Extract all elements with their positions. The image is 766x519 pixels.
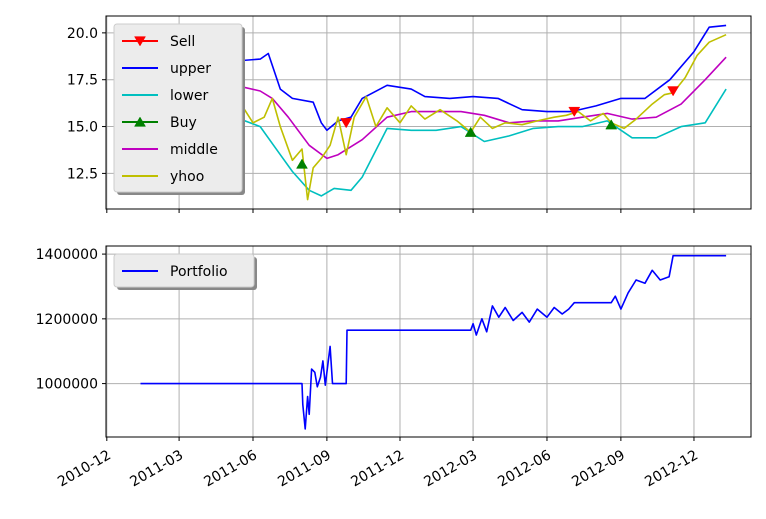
x-tick-label: 2011-03 xyxy=(127,447,186,490)
marker-buy xyxy=(296,158,308,169)
legend-box xyxy=(113,253,255,288)
legend: Portfolio xyxy=(113,253,257,290)
legend-label-sell: Sell xyxy=(170,34,195,50)
legend: Sell upper lower Buy middle yhoo xyxy=(113,23,245,195)
y-tick-label: 17.5 xyxy=(67,73,98,89)
y-tick-label: 1400000 xyxy=(36,247,98,263)
x-tick-label: 2012-06 xyxy=(495,447,554,490)
x-tick-label: 2011-06 xyxy=(201,447,260,490)
series-line-Portfolio xyxy=(140,254,727,430)
marker-sell xyxy=(667,86,680,97)
legend-marker-buy xyxy=(134,116,146,127)
legend-label-portfolio: Portfolio xyxy=(170,264,228,280)
panel-bollinger: 12.5 15.0 17.5 20.0 Sell upper lower Buy middle y… xyxy=(67,15,752,213)
x-tick-label: 2012-12 xyxy=(642,447,701,490)
plot-area xyxy=(140,24,727,201)
y-tick-label: 15.0 xyxy=(67,120,98,136)
axes-frame xyxy=(105,245,752,438)
x-tick-label: 2011-12 xyxy=(348,447,407,490)
series-line-yhoo xyxy=(140,33,727,201)
legend-label-buy: Buy xyxy=(170,115,197,131)
y-tick-label: 1000000 xyxy=(36,377,98,393)
legend-label-yhoo: yhoo xyxy=(170,169,204,185)
marker-sell xyxy=(340,118,353,129)
y-tick-label: 12.5 xyxy=(67,166,98,182)
x-tick-label: 2012-03 xyxy=(421,447,480,490)
y-tick-label: 20.0 xyxy=(67,26,98,42)
marker-buy xyxy=(605,119,618,130)
legend-label-lower: lower xyxy=(170,88,209,104)
plot-area xyxy=(140,254,727,430)
axes-frame xyxy=(105,15,752,210)
series-line-upper xyxy=(140,24,727,132)
x-tick-label: 2012-09 xyxy=(569,447,628,490)
x-tick-label: 2011-09 xyxy=(275,447,334,490)
legend-label-middle: middle xyxy=(170,142,218,158)
marker-sell xyxy=(568,106,581,118)
x-tick-label: 2010-12 xyxy=(55,447,114,490)
legend-label-upper: upper xyxy=(170,61,211,77)
legend-marker-sell xyxy=(134,36,146,47)
series-line-lower xyxy=(140,88,727,197)
y-tick-label: 1200000 xyxy=(36,312,98,328)
marker-buy xyxy=(464,126,477,137)
panel-portfolio: 1000000 1200000 1400000 Portfolio xyxy=(36,245,752,441)
